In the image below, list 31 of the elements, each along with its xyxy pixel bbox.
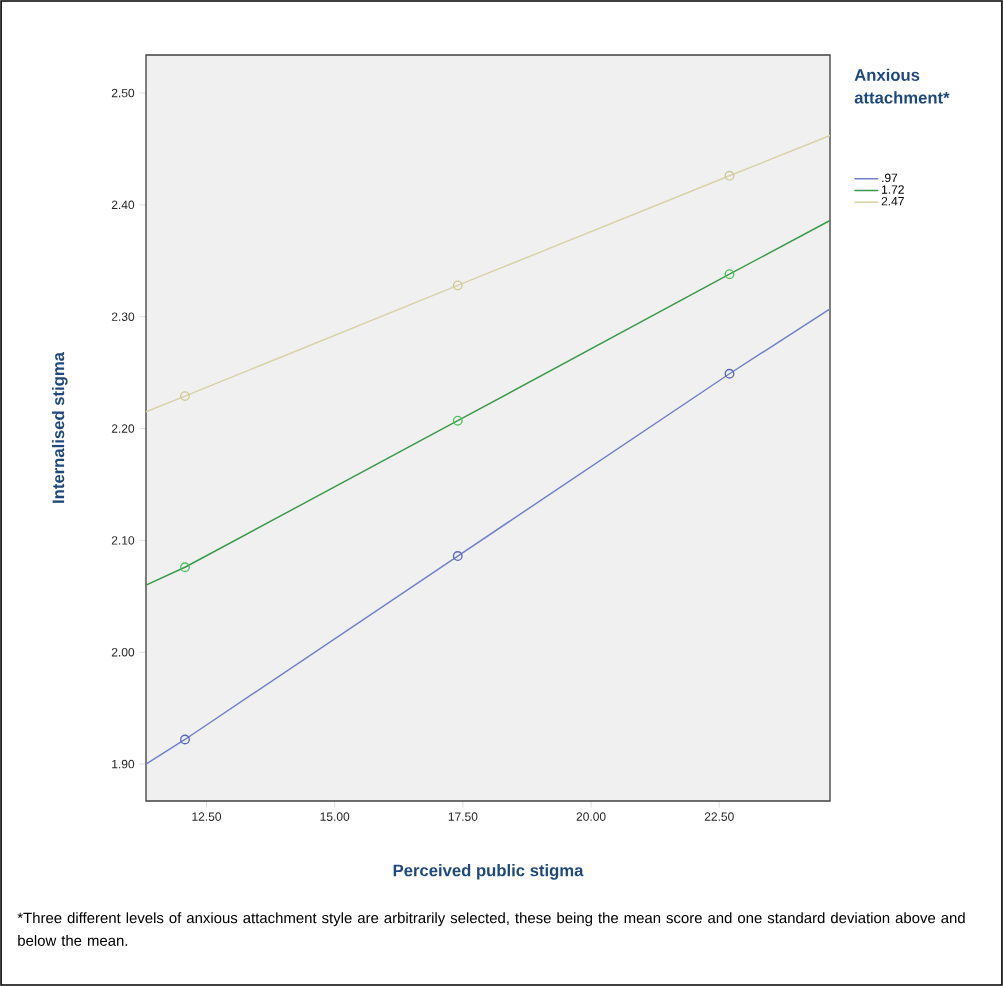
- x-tick-label: 17.50: [448, 812, 478, 821]
- line-series: [146, 134, 831, 413]
- y-tick-label: 2.30: [111, 312, 135, 321]
- y-tick-label: 2.00: [111, 647, 135, 657]
- x-tick-label: 20.00: [576, 812, 606, 821]
- line-series: [146, 308, 831, 765]
- line-series: [146, 219, 831, 586]
- y-tick-label: 2.20: [111, 424, 135, 433]
- legend-label: .97: [882, 173, 898, 183]
- point: [724, 368, 735, 379]
- y-tick-label: 1.90: [112, 759, 135, 769]
- point: [180, 391, 190, 402]
- point: [452, 551, 463, 561]
- x-axis-title: Perceived public stigma: [393, 864, 584, 880]
- y-axis-title: Internalised stigma: [52, 351, 68, 503]
- point: [452, 415, 463, 426]
- point: [724, 269, 735, 280]
- point: [180, 562, 190, 573]
- point: [452, 280, 463, 291]
- text: *Three different levels of anxious attachment style are arbitrarily selected, these being the mean score and one standard deviation above and below the mean.: [17, 912, 965, 946]
- y-tick-label: 2.10: [111, 536, 135, 545]
- y-tick-label: 2.40: [111, 200, 135, 210]
- legend-label: 2.47: [881, 196, 904, 206]
- y-tick-label: 2.50: [111, 88, 135, 98]
- legend-title: Anxious attachment*: [854, 68, 950, 104]
- point: [180, 734, 190, 745]
- point: [724, 170, 735, 181]
- x-tick-label: 22.50: [704, 812, 734, 821]
- x-tick-label: 15.00: [320, 812, 350, 821]
- x-tick-label: 12.50: [192, 812, 222, 821]
- legend-label: 1.72: [882, 185, 904, 194]
